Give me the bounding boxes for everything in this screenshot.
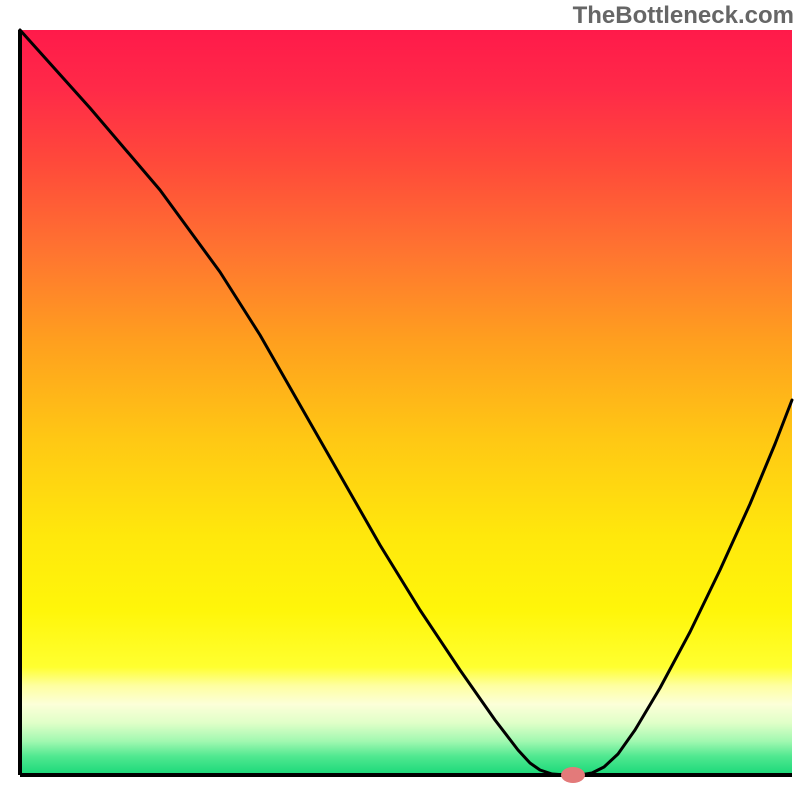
optimum-marker <box>561 767 585 783</box>
plot-background <box>20 30 792 775</box>
bottleneck-chart <box>0 0 800 800</box>
watermark-text: TheBottleneck.com <box>573 2 794 30</box>
chart-container: TheBottleneck.com <box>0 0 800 800</box>
